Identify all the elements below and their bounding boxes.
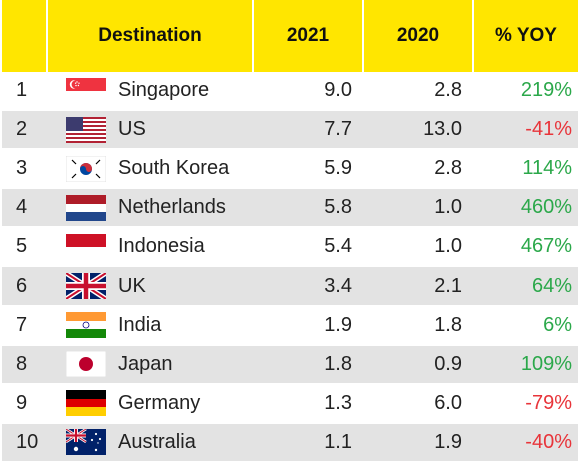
table-row: 1 Singapore 9.0 2.8 219% — [2, 72, 578, 112]
yoy-value: 219% — [474, 72, 578, 112]
table-row: 9 Germany 1.3 6.0 -79% — [2, 385, 578, 424]
header-2020: 2020 — [364, 0, 474, 72]
south-korea-flag-icon — [66, 155, 106, 182]
value-2020: 0.9 — [364, 345, 474, 385]
table-row: 8 Japan 1.8 0.9 109% — [2, 345, 578, 385]
value-2021: 5.9 — [254, 150, 364, 190]
table-row: 6 UK 3.4 2.1 64% — [2, 267, 578, 307]
destination-cell: Indonesia — [48, 228, 254, 268]
value-2020: 1.8 — [364, 307, 474, 346]
yoy-value: -79% — [474, 385, 578, 424]
yoy-value: 114% — [474, 150, 578, 190]
rank-cell: 9 — [2, 385, 48, 424]
destination-table: Destination 2021 2020 % YOY 1 Singapore 9.… — [2, 0, 578, 463]
value-2021: 3.4 — [254, 267, 364, 307]
header-2021: 2021 — [254, 0, 364, 72]
destination-name: UK — [118, 274, 146, 297]
table-row: 4 Netherlands 5.8 1.0 460% — [2, 189, 578, 229]
rank-cell: 10 — [2, 423, 48, 463]
value-2020: 2.8 — [364, 72, 474, 112]
rank-cell: 4 — [2, 189, 48, 229]
destination-cell: UK — [48, 267, 254, 307]
rank-cell: 3 — [2, 150, 48, 190]
rank-cell: 6 — [2, 267, 48, 307]
destination-name: South Korea — [118, 157, 230, 180]
rank-cell: 2 — [2, 111, 48, 151]
value-2021: 1.8 — [254, 345, 364, 385]
destination-name: Australia — [118, 430, 196, 453]
destination-cell: Australia — [48, 423, 254, 463]
us-flag-icon — [66, 116, 106, 143]
header-yoy: % YOY — [474, 0, 578, 72]
table-row: 2 US 7.7 13.0 -41% — [2, 111, 578, 151]
destination-cell: South Korea — [48, 150, 254, 190]
yoy-value: 6% — [474, 307, 578, 346]
destination-cell: Netherlands — [48, 189, 254, 229]
germany-flag-icon — [66, 390, 106, 417]
header-row: Destination 2021 2020 % YOY — [2, 0, 578, 72]
value-2020: 1.0 — [364, 189, 474, 229]
value-2021: 1.3 — [254, 385, 364, 424]
yoy-value: 460% — [474, 189, 578, 229]
japan-flag-icon — [66, 351, 106, 378]
netherlands-flag-icon — [66, 194, 106, 221]
value-2021: 9.0 — [254, 72, 364, 112]
singapore-flag-icon — [66, 77, 106, 104]
value-2021: 5.4 — [254, 228, 364, 268]
value-2020: 13.0 — [364, 111, 474, 151]
yoy-value: -41% — [474, 111, 578, 151]
indonesia-flag-icon — [66, 233, 106, 260]
yoy-value: 467% — [474, 228, 578, 268]
yoy-value: 109% — [474, 345, 578, 385]
destination-name: US — [118, 118, 146, 141]
yoy-value: 64% — [474, 267, 578, 307]
value-2020: 2.8 — [364, 150, 474, 190]
destination-name: Indonesia — [118, 235, 205, 258]
value-2021: 5.8 — [254, 189, 364, 229]
destination-name: India — [118, 313, 162, 336]
table-row: 7 India 1.9 1.8 6% — [2, 307, 578, 346]
destination-cell: India — [48, 307, 254, 346]
table-row: 3 South Korea 5.9 2.8 114% — [2, 150, 578, 190]
value-2021: 7.7 — [254, 111, 364, 151]
destination-name: Netherlands — [118, 196, 226, 219]
value-2020: 1.9 — [364, 423, 474, 463]
rank-cell: 8 — [2, 345, 48, 385]
destination-cell: Japan — [48, 345, 254, 385]
india-flag-icon — [66, 312, 106, 339]
rank-cell: 1 — [2, 72, 48, 112]
value-2020: 6.0 — [364, 385, 474, 424]
destination-cell: US — [48, 111, 254, 151]
australia-flag-icon — [66, 429, 106, 456]
destination-cell: Singapore — [48, 72, 254, 112]
destination-name: Singapore — [118, 79, 210, 102]
uk-flag-icon — [66, 273, 106, 300]
value-2020: 2.1 — [364, 267, 474, 307]
header-rank — [2, 0, 48, 72]
destination-cell: Germany — [48, 385, 254, 424]
table-row: 10 Australia 1.1 1.9 -40% — [2, 423, 578, 463]
rank-cell: 5 — [2, 228, 48, 268]
yoy-value: -40% — [474, 423, 578, 463]
header-destination: Destination — [48, 0, 254, 72]
value-2021: 1.1 — [254, 423, 364, 463]
destination-name: Japan — [118, 352, 173, 375]
table-row: 5 Indonesia 5.4 1.0 467% — [2, 228, 578, 268]
value-2020: 1.0 — [364, 228, 474, 268]
value-2021: 1.9 — [254, 307, 364, 346]
rank-cell: 7 — [2, 307, 48, 346]
destination-name: Germany — [118, 391, 201, 414]
